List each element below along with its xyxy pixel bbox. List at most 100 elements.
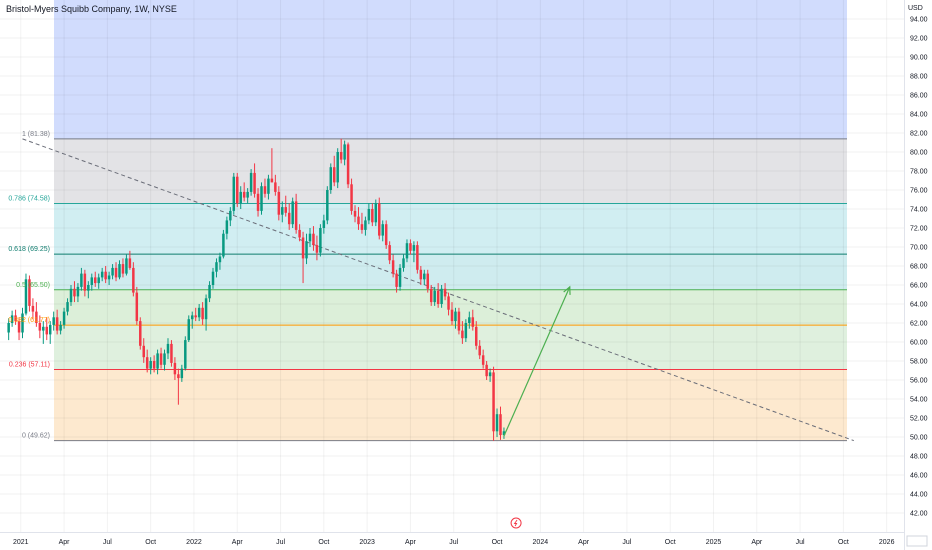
candle <box>242 182 246 202</box>
candle <box>128 250 132 270</box>
candle-body <box>90 277 94 285</box>
candle-body <box>152 361 156 369</box>
candle <box>73 281 76 303</box>
y-tick-label: 70.00 <box>910 245 928 252</box>
projection-arrow-layer <box>503 285 571 437</box>
x-tick-label: 2024 <box>533 539 549 546</box>
candle <box>447 292 450 316</box>
fib-label: 0.236 (57.11) <box>9 361 50 368</box>
y-tick-label: 64.00 <box>910 302 928 309</box>
candle <box>343 140 346 166</box>
candle <box>284 195 287 217</box>
candle <box>225 216 229 240</box>
y-tick-label: 56.00 <box>910 378 928 385</box>
candle <box>350 178 353 215</box>
candle <box>7 318 10 341</box>
candle-body <box>62 311 66 325</box>
candle-body <box>267 178 270 194</box>
candle-body <box>239 191 242 204</box>
candle-body <box>173 362 177 375</box>
candle-body <box>294 201 298 230</box>
candle-body <box>478 345 481 356</box>
candle <box>232 172 236 215</box>
candle <box>478 340 481 360</box>
candle-body <box>100 271 104 278</box>
candle <box>201 302 204 325</box>
candle-body <box>31 305 35 312</box>
candle <box>107 271 111 285</box>
candle <box>423 269 426 285</box>
candle <box>274 174 277 196</box>
candle <box>336 148 339 189</box>
y-tick-label: 94.00 <box>910 17 928 24</box>
candle-body <box>447 296 450 310</box>
x-tick-label: Jul <box>276 539 285 546</box>
y-tick-label: 74.00 <box>910 207 928 214</box>
fib-level-lines <box>54 138 847 442</box>
candle-body <box>45 326 49 335</box>
candle-body <box>378 203 381 236</box>
fib-zone <box>54 138 847 204</box>
candle-body <box>398 267 402 287</box>
candle <box>121 258 125 278</box>
y-tick-label: 84.00 <box>910 112 928 119</box>
candle <box>114 262 118 282</box>
y-tick-label: 88.00 <box>910 74 928 81</box>
candle <box>371 203 374 227</box>
candle <box>436 283 440 308</box>
x-tick-label: Apr <box>232 539 244 546</box>
candle <box>339 138 343 164</box>
x-tick-label: Oct <box>145 539 156 546</box>
candle-body <box>298 229 301 238</box>
misc-markers <box>510 517 928 547</box>
candle <box>499 406 502 440</box>
candle-body <box>256 193 260 211</box>
candle-body <box>83 273 87 291</box>
y-tick-label: 86.00 <box>910 93 928 100</box>
candle-body <box>440 288 443 304</box>
candle <box>66 298 69 316</box>
candle <box>142 338 145 363</box>
candle-body <box>319 228 322 253</box>
candle <box>184 336 187 371</box>
candle <box>443 283 447 301</box>
x-tick-label: 2021 <box>13 539 29 546</box>
candle-body <box>315 245 319 253</box>
candle-body <box>42 326 45 331</box>
candle-body <box>222 233 225 257</box>
candle <box>492 366 495 441</box>
candle-body <box>305 241 308 259</box>
x-tick-label: Apr <box>578 539 590 546</box>
candle <box>14 309 17 325</box>
candle-body <box>464 323 468 339</box>
candle-body <box>308 233 312 242</box>
candle <box>135 286 139 325</box>
candle <box>173 357 177 380</box>
candle <box>485 361 488 380</box>
candle <box>305 233 308 265</box>
candle-body <box>132 267 135 293</box>
candle-body <box>163 353 166 365</box>
candle-body <box>350 184 353 211</box>
y-tick-label: 60.00 <box>910 340 928 347</box>
candle <box>419 266 423 285</box>
candle <box>329 163 333 194</box>
candle <box>301 231 305 284</box>
candle-body <box>426 273 430 289</box>
candle-body <box>274 182 277 192</box>
candle-body <box>69 288 73 303</box>
y-tick-label: 76.00 <box>910 188 928 195</box>
candle <box>239 186 242 209</box>
candle-body <box>218 256 222 263</box>
candle <box>322 214 326 234</box>
candle-body <box>76 286 80 297</box>
candle-body <box>481 355 485 365</box>
candle <box>100 267 104 282</box>
candle-body <box>502 431 506 436</box>
candle <box>166 338 170 360</box>
candle-body <box>24 279 28 314</box>
candle <box>253 163 256 198</box>
candle <box>294 193 298 234</box>
candle <box>287 203 291 230</box>
